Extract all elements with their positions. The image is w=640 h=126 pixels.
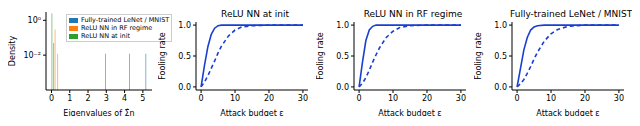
svg-text:0.5: 0.5 bbox=[336, 52, 349, 61]
html-text:ReLU NN at init: ReLU NN at init bbox=[221, 9, 289, 19]
svg-text:30: 30 bbox=[456, 94, 466, 103]
svg-text:2: 2 bbox=[85, 94, 90, 103]
svg-text:20: 20 bbox=[422, 94, 432, 103]
svg-text:0: 0 bbox=[49, 94, 54, 103]
svg-text:20: 20 bbox=[580, 94, 590, 103]
svg-text:Attack budget ε: Attack budget ε bbox=[378, 109, 441, 116]
svg-text:20: 20 bbox=[264, 94, 274, 103]
svg-text:0.5: 0.5 bbox=[178, 52, 191, 61]
svg-text:1.0: 1.0 bbox=[336, 21, 349, 30]
svg-text:Density: Density bbox=[8, 36, 17, 67]
svg-text:5: 5 bbox=[140, 94, 145, 103]
svg-text:10: 10 bbox=[230, 94, 240, 103]
svg-text:1: 1 bbox=[67, 94, 72, 103]
svg-text:0.5: 0.5 bbox=[494, 52, 507, 61]
svg-text:1.0: 1.0 bbox=[178, 21, 191, 30]
svg-text:Fooling rate: Fooling rate bbox=[158, 32, 167, 80]
svg-text:10: 10 bbox=[388, 94, 398, 103]
svg-text:1.0: 1.0 bbox=[494, 21, 507, 30]
html-text:Fully-trained LeNet / MNIST: Fully-trained LeNet / MNIST bbox=[510, 9, 633, 19]
svg-text:0: 0 bbox=[515, 94, 520, 103]
svg-text:10⁻²: 10⁻² bbox=[23, 51, 41, 60]
svg-text:10: 10 bbox=[546, 94, 556, 103]
svg-text:Attack budget ε: Attack budget ε bbox=[536, 109, 599, 116]
html-text:Fully-trained LeNet / MNIST: Fully-trained LeNet / MNIST bbox=[81, 16, 170, 24]
svg-text:30: 30 bbox=[614, 94, 624, 103]
svg-text:Fooling rate: Fooling rate bbox=[316, 32, 325, 80]
svg-text:0.0: 0.0 bbox=[178, 83, 191, 92]
svg-text:Eigenvalues of Σ̂η: Eigenvalues of Σ̂η bbox=[63, 108, 134, 116]
html-text:ReLU NN in RF regime: ReLU NN in RF regime bbox=[363, 9, 463, 19]
svg-text:0.0: 0.0 bbox=[494, 83, 507, 92]
html-text:ReLU NN at init: ReLU NN at init bbox=[81, 32, 130, 40]
svg-text:0: 0 bbox=[357, 94, 362, 103]
html-text:ReLU NN in RF regime: ReLU NN in RF regime bbox=[81, 24, 153, 32]
svg-text:30: 30 bbox=[298, 94, 308, 103]
svg-text:4: 4 bbox=[122, 94, 127, 103]
svg-text:10⁰: 10⁰ bbox=[28, 16, 41, 25]
svg-text:Attack budget ε: Attack budget ε bbox=[220, 109, 283, 116]
svg-text:0.0: 0.0 bbox=[336, 83, 349, 92]
svg-text:Fooling rate: Fooling rate bbox=[474, 32, 483, 80]
svg-text:0: 0 bbox=[199, 94, 204, 103]
svg-text:3: 3 bbox=[104, 94, 109, 103]
